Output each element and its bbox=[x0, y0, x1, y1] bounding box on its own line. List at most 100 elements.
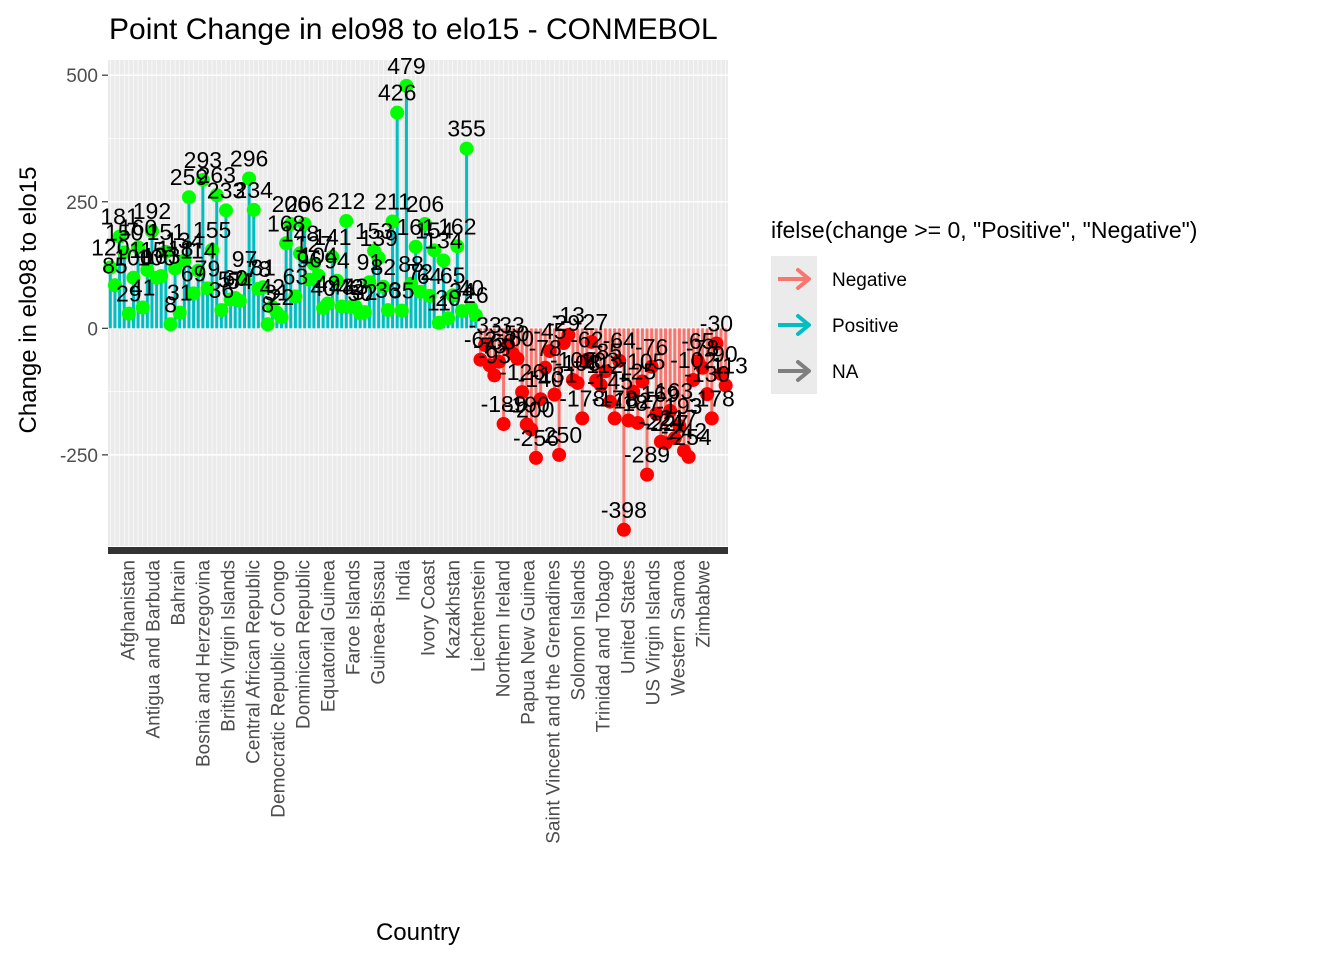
data-label: 31 bbox=[264, 280, 290, 306]
point bbox=[417, 217, 432, 232]
data-label: 30 bbox=[347, 280, 373, 306]
data-label: 64 bbox=[417, 263, 443, 289]
legend-keys: Negative Positive NA bbox=[771, 256, 907, 394]
point bbox=[579, 352, 594, 367]
point bbox=[274, 310, 289, 325]
legend: ifelse(change >= 0, "Positive", "Negativ… bbox=[771, 217, 1197, 394]
data-label: 42 bbox=[338, 274, 364, 300]
point bbox=[630, 415, 645, 430]
point bbox=[195, 172, 210, 187]
data-label: 100 bbox=[137, 245, 175, 271]
data-label: -254 bbox=[666, 424, 712, 450]
data-label: 233 bbox=[207, 177, 245, 203]
data-label: -189 bbox=[481, 391, 527, 417]
data-label: 296 bbox=[230, 145, 268, 171]
data-label: 79 bbox=[195, 255, 221, 281]
point bbox=[362, 275, 377, 290]
legend-label: Positive bbox=[832, 316, 899, 337]
data-label: 293 bbox=[184, 147, 222, 173]
data-label: 426 bbox=[378, 80, 416, 106]
data-label: 88 bbox=[398, 251, 424, 277]
point bbox=[491, 354, 506, 369]
data-label: 54 bbox=[227, 268, 253, 294]
data-label: -29 bbox=[547, 310, 580, 336]
point bbox=[186, 286, 201, 301]
point bbox=[626, 384, 641, 399]
x-tick-label: US Virgin Islands bbox=[644, 560, 665, 705]
point bbox=[533, 392, 548, 407]
point bbox=[209, 188, 224, 203]
point bbox=[237, 272, 252, 287]
data-label: 155 bbox=[193, 217, 231, 243]
data-label: 206 bbox=[406, 191, 444, 217]
point bbox=[459, 141, 474, 156]
data-label: -65 bbox=[681, 328, 714, 354]
data-label: -45 bbox=[533, 318, 566, 344]
point bbox=[468, 308, 483, 323]
x-tick-label: Democratic Republic of Congo bbox=[269, 560, 290, 818]
data-label: -125 bbox=[610, 359, 656, 385]
point bbox=[422, 288, 437, 303]
data-label: 162 bbox=[438, 213, 476, 239]
data-label: 206 bbox=[285, 191, 323, 217]
data-label: 115 bbox=[129, 237, 166, 263]
data-label: 134 bbox=[424, 227, 463, 253]
point bbox=[612, 353, 627, 368]
point bbox=[168, 261, 183, 276]
point bbox=[649, 406, 664, 421]
data-label: 60 bbox=[222, 265, 248, 291]
data-label: 154 bbox=[415, 217, 454, 243]
data-label: -398 bbox=[601, 497, 647, 523]
data-label: 114 bbox=[180, 238, 217, 264]
x-tick-label: Bahrain bbox=[169, 560, 190, 626]
point bbox=[718, 378, 733, 393]
data-label: 85 bbox=[102, 252, 128, 278]
data-label: -250 bbox=[536, 422, 582, 448]
point bbox=[542, 344, 557, 359]
data-label: 34 bbox=[449, 278, 475, 304]
point bbox=[117, 245, 132, 260]
point bbox=[436, 253, 451, 268]
x-tick-label: Ivory Coast bbox=[419, 559, 440, 656]
point bbox=[695, 360, 710, 375]
x-axis-title: Country bbox=[376, 919, 460, 946]
point bbox=[205, 242, 220, 257]
point bbox=[371, 250, 386, 265]
data-label: 26 bbox=[463, 282, 489, 308]
data-label: -140 bbox=[518, 366, 564, 392]
legend-label: NA bbox=[832, 362, 859, 383]
point bbox=[163, 317, 178, 332]
data-label: -182 bbox=[605, 387, 651, 413]
point bbox=[561, 327, 576, 342]
point bbox=[547, 387, 562, 402]
point bbox=[394, 303, 409, 318]
data-label: -78 bbox=[686, 335, 719, 361]
point bbox=[181, 190, 196, 205]
point bbox=[131, 240, 146, 255]
data-label: 69 bbox=[181, 260, 207, 286]
data-label: 36 bbox=[209, 277, 235, 303]
data-label: -93 bbox=[478, 342, 511, 368]
data-label: -66 bbox=[482, 329, 515, 355]
data-label: -193 bbox=[656, 393, 702, 419]
y-tick-label: 250 bbox=[66, 193, 98, 214]
data-label: -76 bbox=[635, 334, 668, 360]
legend-title: ifelse(change >= 0, "Positive", "Negativ… bbox=[771, 217, 1197, 243]
data-label: 8 bbox=[261, 291, 274, 317]
data-label: 148 bbox=[281, 220, 319, 246]
data-label: 81 bbox=[250, 254, 276, 280]
point bbox=[144, 224, 159, 239]
point bbox=[478, 338, 493, 353]
point bbox=[218, 203, 233, 218]
x-tick-label: Solomon Islands bbox=[569, 560, 590, 700]
point bbox=[603, 394, 618, 409]
point bbox=[200, 281, 215, 296]
point bbox=[103, 260, 118, 275]
legend-arrow-head bbox=[796, 268, 811, 290]
data-label: -105 bbox=[619, 348, 665, 374]
x-tick-label: Papua New Guinea bbox=[519, 560, 540, 725]
data-label: -131 bbox=[531, 362, 577, 388]
data-label: 127 bbox=[295, 231, 333, 257]
point bbox=[297, 217, 312, 232]
x-tick-label: Liechtenstein bbox=[469, 560, 490, 672]
